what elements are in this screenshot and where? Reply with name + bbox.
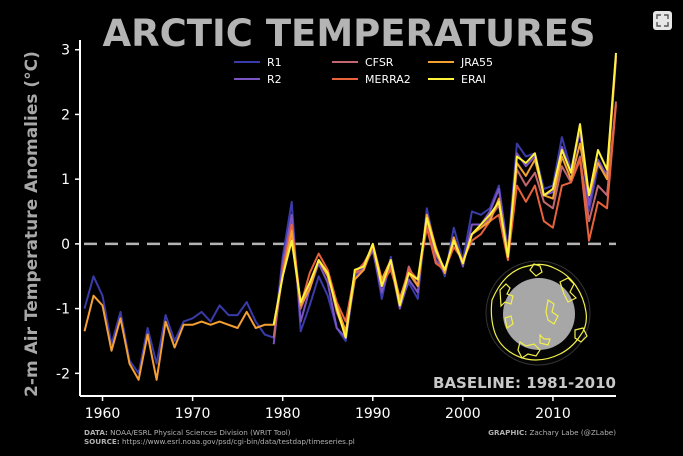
plot-area xyxy=(83,52,617,381)
x-tick-label: 1990 xyxy=(355,406,391,422)
y-tick-label: -2 xyxy=(56,366,70,382)
arctic-ocean-disc xyxy=(503,278,575,350)
y-tick-label: 0 xyxy=(61,237,70,253)
legend-label-cfsr: CFSR xyxy=(365,56,394,69)
footer-graphic: GRAPHIC: Zachary Labe (@ZLabe) xyxy=(488,428,616,437)
footer-source: SOURCE: https://www.esrl.noaa.gov/psd/cg… xyxy=(84,437,355,446)
footer-graphic-text: Zachary Labe (@ZLabe) xyxy=(527,428,616,437)
legend: R1 CFSR JRA55 R2 MERRA2 ERAI xyxy=(234,56,493,86)
footer-data-label: DATA: xyxy=(84,428,108,437)
legend-label-merra2: MERRA2 xyxy=(365,73,411,86)
legend-label-r1: R1 xyxy=(267,56,282,69)
footer-data-text: NOAA/ESRL Physical Sciences Division (WR… xyxy=(108,428,291,437)
expand-icon xyxy=(656,14,669,27)
x-tick-label: 1970 xyxy=(175,406,211,422)
y-tick-label: -1 xyxy=(56,302,70,318)
series-lines xyxy=(83,52,617,381)
arctic-coastlines xyxy=(490,263,588,361)
y-tick-label: 1 xyxy=(61,172,70,188)
legend-label-erai: ERAI xyxy=(461,73,486,86)
expand-button[interactable] xyxy=(653,11,672,30)
x-ticks: 1960 1970 1980 1990 2000 2010 xyxy=(85,396,571,422)
series-line-erai xyxy=(272,52,617,339)
legend-label-jra55: JRA55 xyxy=(460,56,493,69)
footer-graphic-label: GRAPHIC: xyxy=(488,428,527,437)
y-ticks: -2 -1 0 1 2 3 xyxy=(56,43,80,382)
footer-source-text: https://www.esrl.noaa.gov/psd/cgi-bin/da… xyxy=(120,437,355,446)
x-tick-label: 2000 xyxy=(445,406,481,422)
baseline-annotation: BASELINE: 1981-2010 xyxy=(433,374,616,392)
footer-source-label: SOURCE: xyxy=(84,437,120,446)
y-tick-label: 3 xyxy=(61,43,70,59)
x-tick-label: 2010 xyxy=(535,406,571,422)
footer-data: DATA: NOAA/ESRL Physical Sciences Divisi… xyxy=(84,428,291,437)
x-tick-label: 1980 xyxy=(265,406,301,422)
x-tick-label: 1960 xyxy=(85,406,121,422)
legend-label-r2: R2 xyxy=(267,73,282,86)
y-tick-label: 2 xyxy=(61,107,70,123)
axes: -2 -1 0 1 2 3 1960 1970 1980 1990 2000 2010 xyxy=(56,40,616,422)
chart-title: ARCTIC TEMPERATURES xyxy=(103,12,596,55)
arctic-globe-map xyxy=(485,260,591,366)
y-axis-label: 2-m Air Temperature Anomalies (°C) xyxy=(22,51,42,397)
